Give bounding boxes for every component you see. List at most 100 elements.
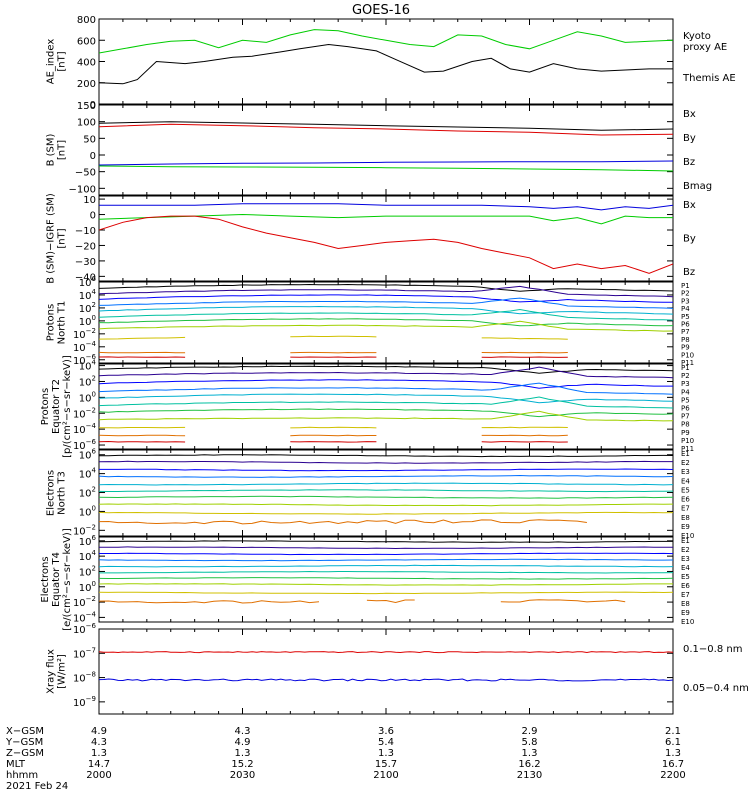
y-axis-label: North T3 — [57, 471, 68, 515]
ephemeris-value-z: 1.3 — [235, 748, 251, 759]
series-line-p4 — [99, 382, 673, 395]
legend-entry: Bx — [683, 200, 696, 211]
panel-frame — [98, 18, 674, 105]
y-tick-label: 0 — [90, 211, 96, 222]
y-axis-label: [p/(cm²−s−sr−keV)] — [62, 355, 73, 458]
ephemeris-value-x: 4.3 — [235, 726, 251, 737]
panel-b: 150 100 50 0 −50 −100 B (SM) [nT] Bx By Bz Bmag — [46, 101, 712, 196]
y-tick-label: 102 — [79, 486, 96, 500]
legend-entry: P4 — [681, 388, 690, 396]
series-line-p8 — [99, 410, 673, 422]
series-line-0-1-0-8-nm — [99, 651, 673, 654]
ephemeris-value-hhmm: 2100 — [373, 770, 398, 781]
series-line-p8 — [99, 320, 673, 332]
series-line-e10 — [366, 599, 415, 604]
y-tick-label: 10−4 — [73, 422, 97, 436]
y-tick-label: 102 — [79, 564, 96, 578]
legend-entry: Bz — [683, 157, 695, 168]
series-line-e5 — [99, 564, 673, 568]
panel-frame — [98, 628, 674, 715]
legend-entry: E3 — [681, 555, 690, 563]
y-tick-label: 106 — [79, 448, 97, 462]
series-line-e3 — [99, 468, 673, 472]
y-tick-label: 50 — [83, 134, 96, 145]
legend-entry: P4 — [681, 305, 690, 313]
legend-entry: E2 — [681, 546, 690, 554]
y-axis-label: AE_index — [46, 39, 57, 85]
series-line-p7 — [99, 408, 673, 418]
series-line-p9 — [290, 426, 377, 429]
series-line-p5 — [99, 305, 673, 315]
series-line-p9 — [290, 335, 377, 338]
y-axis-label: [W/m²] — [57, 654, 68, 689]
y-tick-label: 800 — [77, 15, 96, 26]
y-axis-label: Xray flux — [46, 649, 57, 694]
legend-entry: P6 — [681, 405, 690, 413]
ephemeris-row-label: Z−GSM — [6, 748, 44, 759]
series-line-p9 — [481, 337, 568, 340]
ephemeris-value-y: 6.1 — [665, 737, 681, 748]
legend-entry: P2 — [681, 290, 690, 298]
ephemeris-value-x: 4.9 — [91, 726, 107, 737]
ephemeris-value-mlt: 14.7 — [88, 759, 110, 770]
ephemeris-value-z: 1.3 — [91, 748, 107, 759]
series-line-bmag — [99, 121, 673, 131]
y-tick-label: 10−4 — [73, 340, 97, 354]
series-line-p3 — [99, 379, 673, 389]
series-line-bx — [99, 203, 673, 211]
ephemeris-value-mlt: 16.2 — [518, 759, 540, 770]
y-tick-label: 10−2 — [73, 406, 96, 420]
series-line-themis-ae — [99, 43, 673, 85]
legend-entry: P7 — [681, 328, 690, 336]
y-tick-label: 100 — [79, 580, 96, 594]
panel-frame — [98, 104, 674, 196]
series-line-e8 — [99, 503, 673, 507]
y-tick-label: 100 — [79, 314, 96, 328]
series-line-p9 — [99, 426, 186, 429]
legend-entry: E5 — [681, 486, 690, 494]
ephemeris-value-y: 4.9 — [235, 737, 251, 748]
y-axis-label: [nT] — [57, 228, 68, 248]
series-group — [99, 365, 673, 443]
legend-entry: E6 — [681, 496, 690, 504]
legend-entry: E4 — [681, 477, 690, 485]
y-axis-label: Electrons — [40, 556, 51, 602]
y-tick-label: 200 — [77, 79, 96, 90]
series-line-e6 — [99, 570, 673, 574]
ephemeris-value-z: 1.3 — [522, 748, 538, 759]
ephemeris-value-hhmm: 2130 — [517, 770, 542, 781]
series-group — [99, 454, 673, 525]
series-line-p5 — [99, 393, 673, 404]
y-tick-label: 102 — [79, 374, 96, 388]
ephemeris-value-y: 4.3 — [91, 737, 107, 748]
series-group — [99, 121, 673, 172]
y-tick-label: 600 — [77, 36, 96, 47]
legend-entry: Bmag — [683, 181, 712, 192]
y-axis-label: B (SM) — [46, 133, 57, 166]
series-line-p7 — [99, 318, 673, 327]
y-axis-label: North T1 — [57, 301, 68, 345]
series-group — [99, 29, 673, 85]
ephemeris-value-mlt: 15.7 — [375, 759, 397, 770]
legend-entry: P8 — [681, 421, 690, 429]
series-line-p10 — [481, 434, 568, 437]
ephemeris-value-z: 1.3 — [665, 748, 681, 759]
series-line-e10 — [99, 600, 320, 604]
legend-entry: P5 — [681, 396, 690, 404]
legend-entry: 0.1−0.8 nm — [683, 644, 742, 655]
series-line-p10 — [481, 351, 568, 354]
y-tick-label: 400 — [77, 58, 96, 69]
ephemeris-row-label: hhmm — [6, 770, 38, 781]
legend-entry: P8 — [681, 336, 690, 344]
legend-entry: P1 — [681, 364, 690, 372]
y-tick-label: 100 — [77, 118, 96, 129]
y-tick-label: −40 — [75, 272, 96, 283]
legend-entry: E7 — [681, 505, 690, 513]
series-line-p11 — [481, 441, 568, 443]
series-line-p11 — [481, 356, 568, 358]
